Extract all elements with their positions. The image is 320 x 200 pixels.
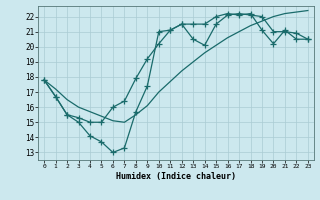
X-axis label: Humidex (Indice chaleur): Humidex (Indice chaleur) [116, 172, 236, 181]
